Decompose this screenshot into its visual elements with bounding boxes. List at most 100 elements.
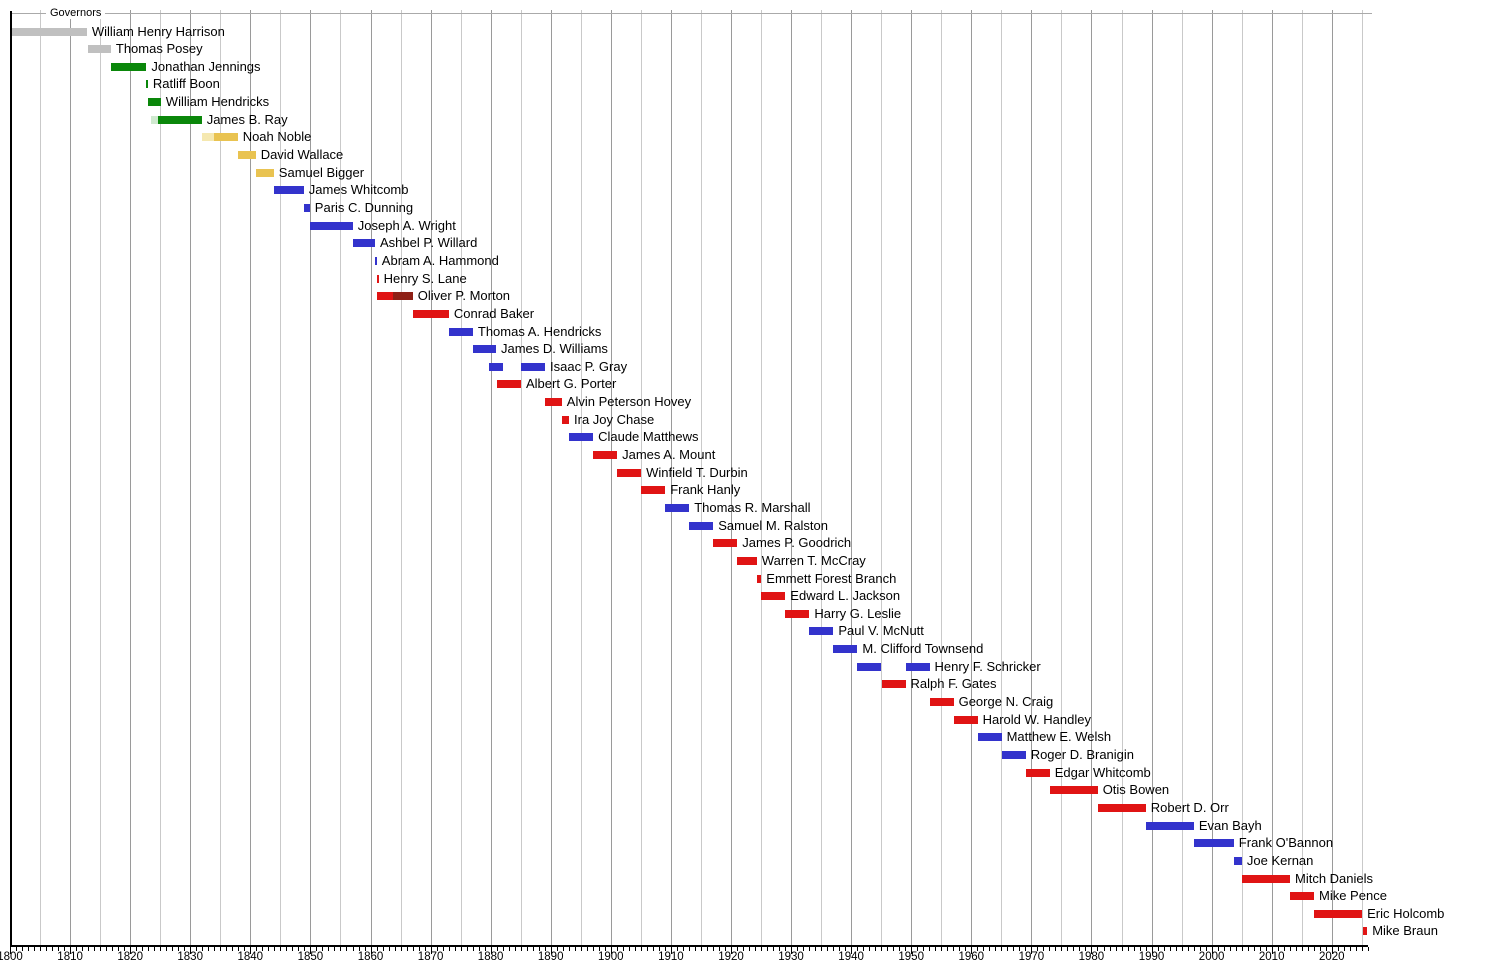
governor-label[interactable]: Warren T. McCray: [761, 552, 866, 568]
governor-label[interactable]: M. Clifford Townsend: [862, 641, 984, 657]
governor-label[interactable]: Harry G. Leslie: [814, 605, 902, 621]
governor-label[interactable]: Joseph A. Wright: [357, 217, 456, 233]
term-bar[interactable]: [255, 168, 274, 177]
term-bar[interactable]: [905, 662, 930, 671]
governor-label[interactable]: Paul V. McNutt: [838, 623, 924, 639]
term-bar[interactable]: [689, 521, 714, 530]
governor-label[interactable]: George N. Craig: [958, 694, 1054, 709]
term-bar[interactable]: [665, 503, 690, 512]
governor-label[interactable]: Alvin Peterson Hovey: [566, 394, 692, 409]
term-bar[interactable]: [1025, 768, 1050, 777]
term-bar[interactable]: [881, 680, 906, 689]
governor-label[interactable]: Matthew E. Welsh: [1006, 729, 1112, 745]
governor-label[interactable]: James Whitcomb: [308, 182, 409, 198]
governor-label[interactable]: William Hendricks: [165, 94, 270, 110]
term-bar[interactable]: [303, 203, 310, 212]
governor-label[interactable]: Ralph F. Gates: [910, 676, 997, 692]
governor-label[interactable]: James D. Williams: [501, 341, 608, 357]
term-bar[interactable]: [617, 468, 642, 477]
term-bar[interactable]: [273, 186, 304, 195]
term-bar[interactable]: [713, 539, 738, 548]
governor-label[interactable]: Ira Joy Chase: [574, 411, 655, 427]
governor-label[interactable]: Frank Hanly: [670, 482, 741, 498]
governor-label[interactable]: Mike Pence: [1319, 888, 1387, 904]
governor-label[interactable]: James B. Ray: [206, 111, 288, 127]
governor-label[interactable]: Otis Bowen: [1102, 782, 1170, 798]
term-bar[interactable]: [833, 645, 858, 654]
governor-label[interactable]: Oliver P. Morton: [417, 288, 511, 304]
term-bar[interactable]: [146, 80, 149, 89]
governor-label[interactable]: Evan Bayh: [1198, 817, 1262, 833]
governor-label[interactable]: Jonathan Jennings: [151, 58, 261, 74]
term-bar[interactable]: [641, 486, 666, 495]
governor-label[interactable]: Noah Noble: [242, 129, 312, 145]
term-bar[interactable]: [569, 433, 593, 442]
governor-label[interactable]: Henry F. Schricker: [934, 658, 1041, 674]
term-bar[interactable]: [1241, 874, 1290, 883]
governor-label[interactable]: Mitch Daniels: [1295, 870, 1374, 886]
term-bar[interactable]: [393, 292, 413, 301]
term-bar[interactable]: [761, 592, 786, 601]
term-bar[interactable]: [561, 415, 569, 424]
term-bar[interactable]: [1233, 856, 1242, 865]
governor-label[interactable]: Ashbel P. Willard: [380, 235, 478, 251]
governor-label[interactable]: Joe Kernan: [1246, 852, 1314, 868]
term-bar[interactable]: [237, 151, 256, 159]
term-bar[interactable]: [448, 327, 473, 336]
term-bar[interactable]: [352, 239, 375, 248]
governor-label[interactable]: Samuel M. Ralston: [718, 517, 829, 533]
governor-label[interactable]: Edgar Whitcomb: [1054, 764, 1151, 780]
term-bar[interactable]: [1145, 821, 1194, 830]
governor-label[interactable]: Ratliff Boon: [152, 76, 220, 92]
term-bar[interactable]: [953, 715, 978, 724]
term-bar[interactable]: [496, 380, 521, 389]
term-bar[interactable]: [110, 62, 147, 71]
term-bar[interactable]: [88, 45, 111, 54]
term-bar[interactable]: [472, 345, 496, 354]
governor-label[interactable]: Frank O'Bannon: [1238, 835, 1334, 851]
governor-label[interactable]: Thomas Posey: [115, 41, 203, 57]
term-bar[interactable]: [11, 27, 87, 36]
governor-label[interactable]: Thomas R. Marshall: [694, 499, 811, 515]
term-bar[interactable]: [309, 221, 353, 230]
term-bar[interactable]: [593, 451, 618, 459]
governor-label[interactable]: Samuel Bigger: [278, 164, 365, 180]
governor-label[interactable]: Robert D. Orr: [1150, 799, 1229, 815]
governor-label[interactable]: Claude Matthews: [598, 429, 699, 445]
governor-label[interactable]: Mike Braun: [1372, 923, 1438, 939]
governor-label[interactable]: Thomas A. Hendricks: [477, 323, 602, 339]
term-bar[interactable]: [1363, 927, 1368, 936]
term-bar[interactable]: [377, 292, 394, 301]
term-bar[interactable]: [157, 115, 202, 124]
term-bar[interactable]: [412, 309, 449, 318]
governor-label[interactable]: Isaac P. Gray: [550, 358, 628, 374]
term-bar[interactable]: [1097, 803, 1146, 812]
term-bar[interactable]: [809, 627, 834, 636]
term-bar[interactable]: [857, 662, 882, 671]
governor-label[interactable]: Emmett Forest Branch: [766, 570, 897, 586]
governor-label[interactable]: Harold W. Handley: [982, 711, 1091, 727]
term-bar[interactable]: [376, 274, 379, 283]
term-bar[interactable]: [214, 133, 238, 142]
term-bar[interactable]: [756, 574, 762, 583]
term-bar[interactable]: [929, 698, 954, 706]
term-bar[interactable]: [1193, 839, 1234, 848]
term-bar[interactable]: [521, 362, 545, 371]
term-bar[interactable]: [1001, 750, 1026, 759]
governor-label[interactable]: Winfield T. Durbin: [646, 464, 748, 480]
term-bar[interactable]: [545, 398, 562, 406]
term-bar[interactable]: [1314, 909, 1363, 918]
governor-label[interactable]: James A. Mount: [622, 447, 716, 462]
governor-label[interactable]: Edward L. Jackson: [790, 588, 901, 604]
governor-label[interactable]: Conrad Baker: [453, 305, 535, 321]
term-bar[interactable]: [737, 556, 757, 565]
governor-label[interactable]: William Henry Harrison: [91, 23, 225, 39]
governor-label[interactable]: David Wallace: [260, 147, 344, 162]
term-bar[interactable]: [201, 133, 215, 142]
term-bar[interactable]: [151, 115, 158, 124]
governor-label[interactable]: Roger D. Branigin: [1030, 746, 1135, 762]
term-bar[interactable]: [488, 362, 503, 371]
governor-label[interactable]: Eric Holcomb: [1367, 905, 1445, 921]
governor-label[interactable]: Albert G. Porter: [526, 376, 617, 392]
governor-label[interactable]: Abram A. Hammond: [381, 252, 499, 268]
